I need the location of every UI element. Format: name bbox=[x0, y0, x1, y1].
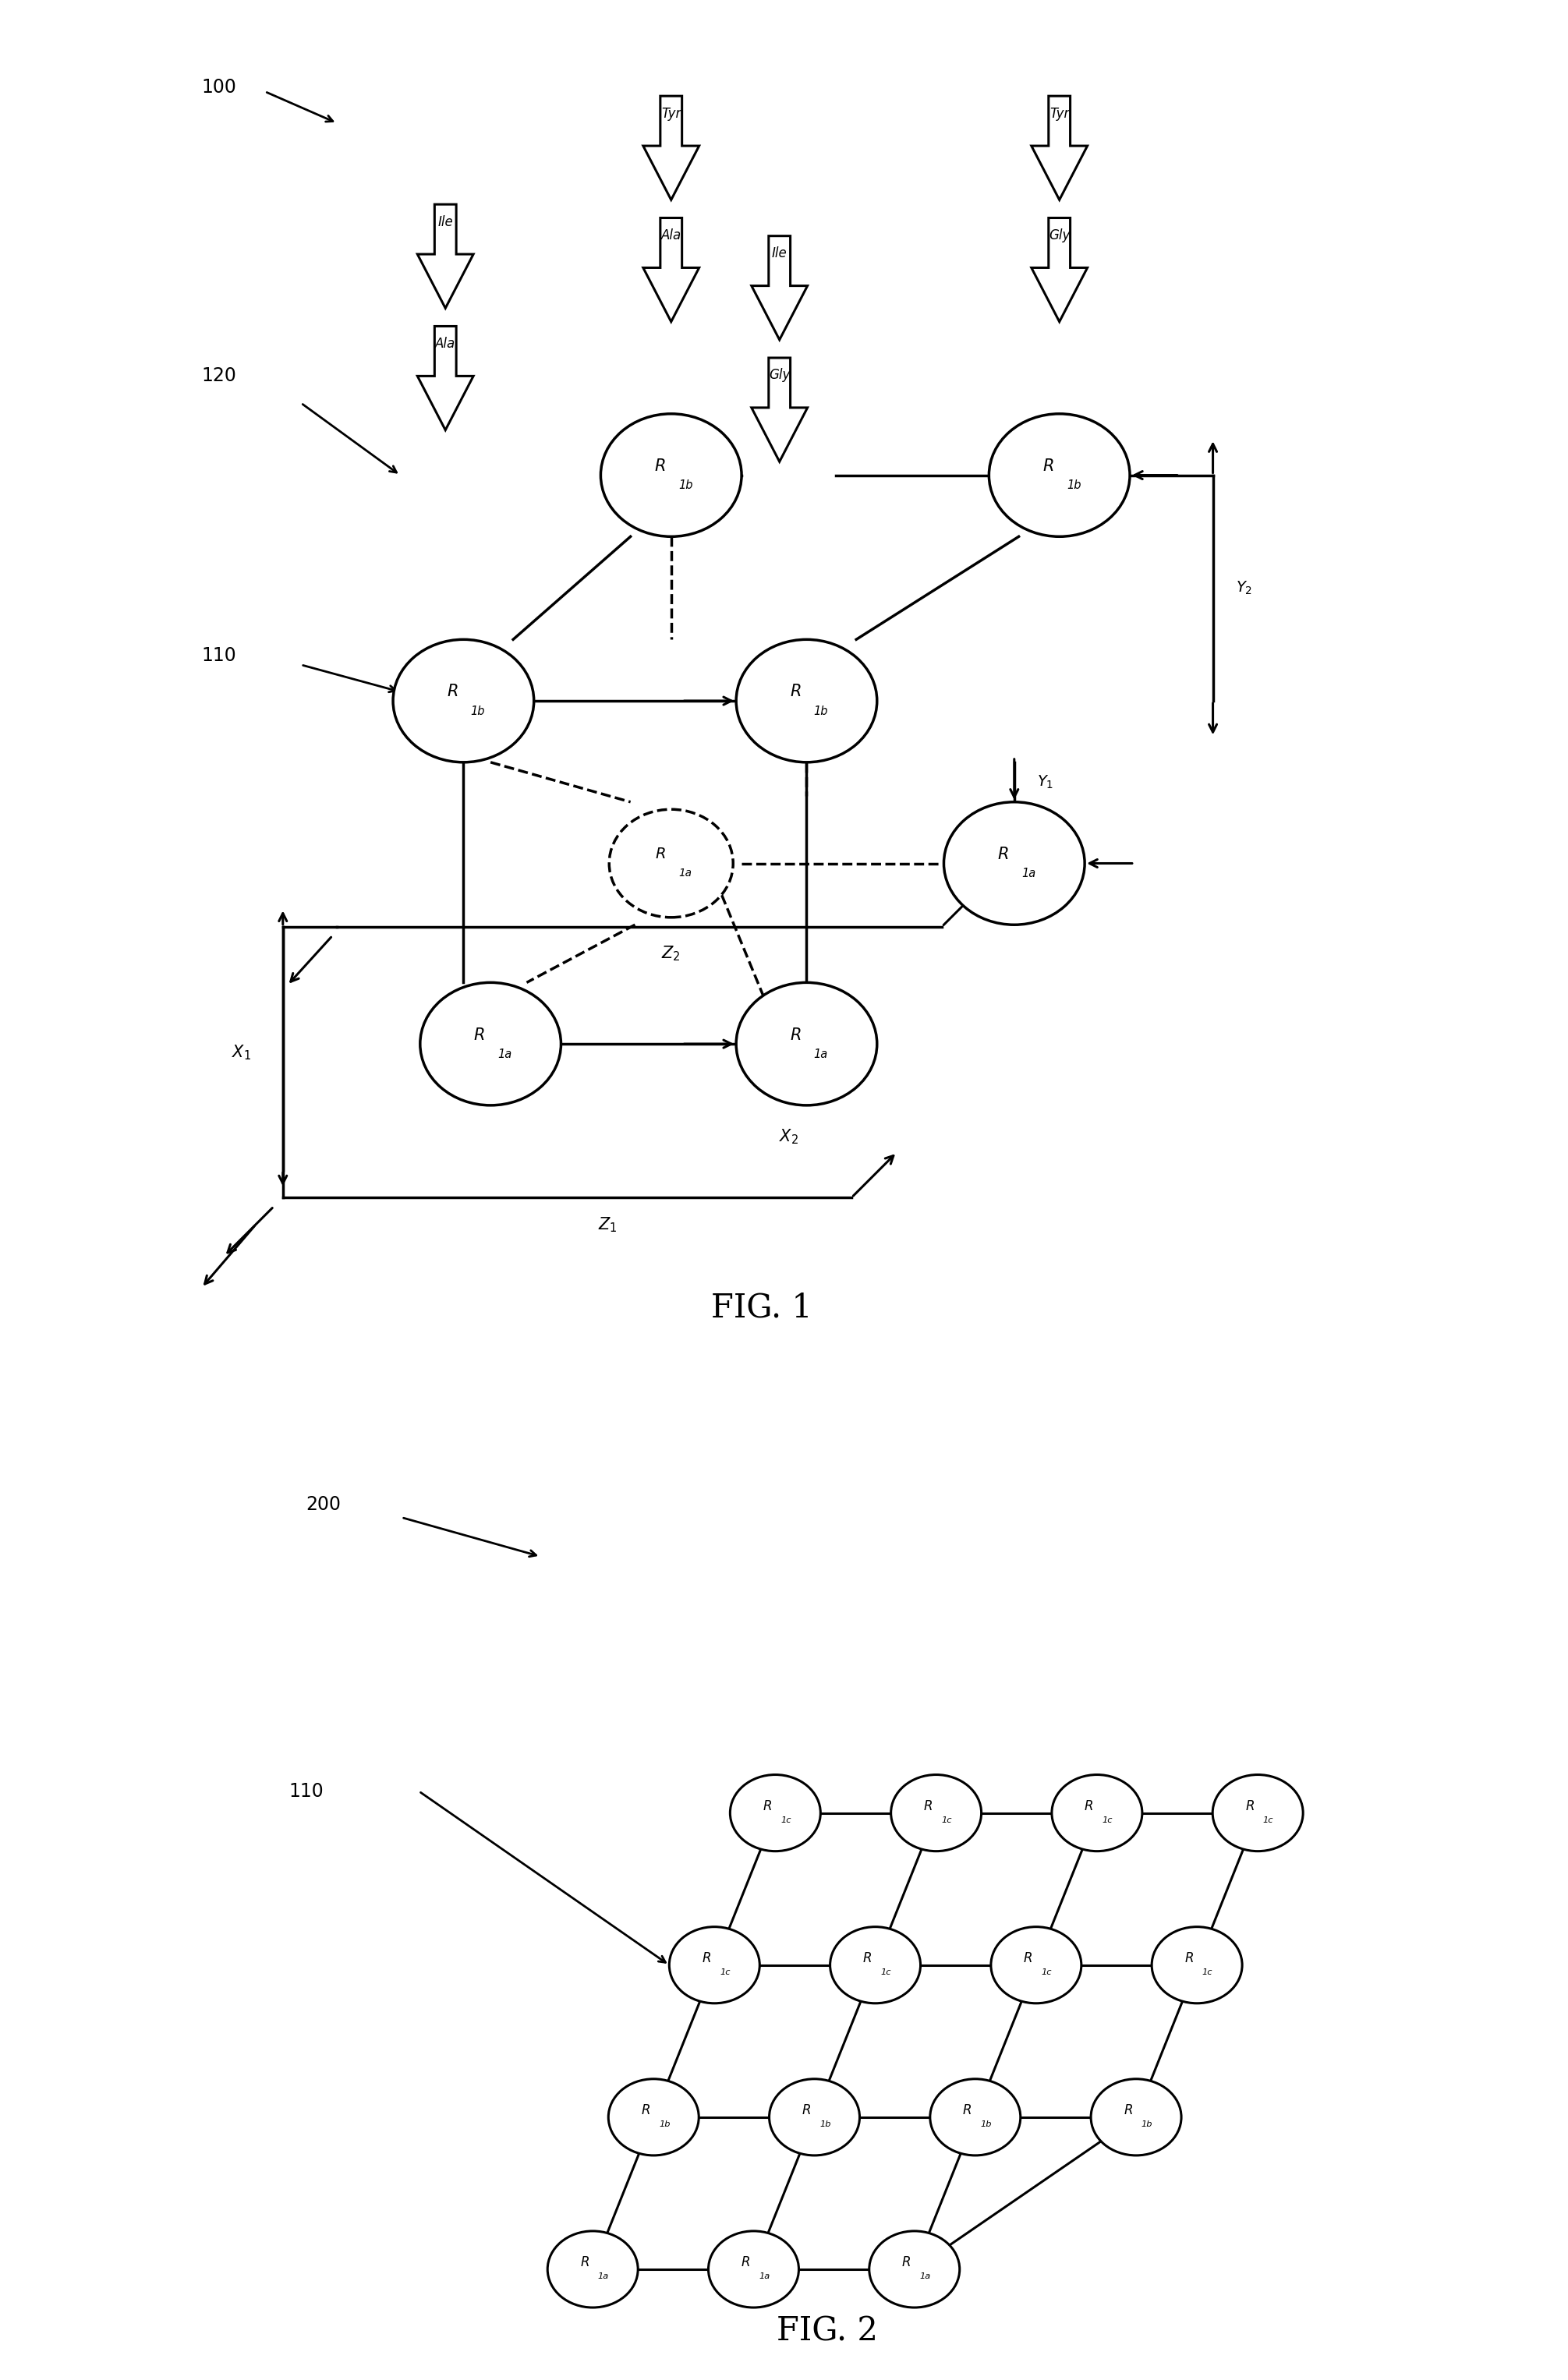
Text: $Y_1$: $Y_1$ bbox=[1036, 774, 1054, 790]
Text: 1a: 1a bbox=[759, 2273, 770, 2280]
Text: R: R bbox=[474, 1028, 485, 1042]
Text: 1b: 1b bbox=[470, 704, 485, 716]
Text: R: R bbox=[902, 2256, 911, 2271]
Text: 1b: 1b bbox=[659, 2121, 670, 2128]
Text: $X_2$: $X_2$ bbox=[779, 1128, 798, 1147]
Text: Gly: Gly bbox=[1049, 228, 1069, 243]
Polygon shape bbox=[751, 357, 808, 462]
Text: 1c: 1c bbox=[941, 1816, 952, 1823]
Text: 1c: 1c bbox=[1041, 1968, 1052, 1975]
Text: 1c: 1c bbox=[781, 1816, 790, 1823]
Ellipse shape bbox=[869, 2230, 960, 2309]
Text: 1c: 1c bbox=[1264, 1816, 1273, 1823]
Ellipse shape bbox=[989, 414, 1131, 536]
Text: 1c: 1c bbox=[881, 1968, 891, 1975]
Text: 1b: 1b bbox=[980, 2121, 993, 2128]
Text: 200: 200 bbox=[306, 1495, 340, 1514]
Text: R: R bbox=[742, 2256, 750, 2271]
Text: Gly: Gly bbox=[768, 369, 790, 383]
Ellipse shape bbox=[420, 983, 561, 1104]
Text: 1c: 1c bbox=[1102, 1816, 1113, 1823]
Text: 120: 120 bbox=[202, 367, 237, 386]
Text: R: R bbox=[1024, 1952, 1033, 1966]
Text: $Z_1$: $Z_1$ bbox=[599, 1216, 618, 1233]
Ellipse shape bbox=[944, 802, 1085, 926]
Ellipse shape bbox=[735, 983, 877, 1104]
Text: 1c: 1c bbox=[1203, 1968, 1212, 1975]
Text: 1a: 1a bbox=[679, 869, 691, 878]
Polygon shape bbox=[1032, 219, 1087, 321]
Polygon shape bbox=[643, 219, 699, 321]
Text: R: R bbox=[764, 1799, 771, 1814]
Text: 1c: 1c bbox=[720, 1968, 731, 1975]
Text: 100: 100 bbox=[202, 79, 237, 95]
Text: FIG. 1: FIG. 1 bbox=[710, 1290, 812, 1323]
Text: 1b: 1b bbox=[814, 704, 828, 716]
Polygon shape bbox=[417, 326, 474, 431]
Polygon shape bbox=[751, 236, 808, 340]
Text: $Z_2$: $Z_2$ bbox=[662, 945, 681, 964]
Text: R: R bbox=[1184, 1952, 1193, 1966]
Text: Ala: Ala bbox=[436, 336, 456, 350]
Text: R: R bbox=[1245, 1799, 1254, 1814]
Ellipse shape bbox=[731, 1775, 820, 1852]
Polygon shape bbox=[643, 95, 699, 200]
Text: Ala: Ala bbox=[660, 228, 682, 243]
Text: 1a: 1a bbox=[814, 1050, 828, 1059]
Polygon shape bbox=[1032, 95, 1087, 200]
Text: R: R bbox=[580, 2256, 590, 2271]
Text: 1a: 1a bbox=[1021, 869, 1036, 881]
Ellipse shape bbox=[770, 2078, 859, 2156]
Text: R: R bbox=[963, 2104, 972, 2118]
Ellipse shape bbox=[608, 809, 734, 916]
Ellipse shape bbox=[1052, 1775, 1142, 1852]
Text: R: R bbox=[1124, 2104, 1132, 2118]
Ellipse shape bbox=[891, 1775, 982, 1852]
Text: 1a: 1a bbox=[919, 2273, 931, 2280]
Text: R: R bbox=[1043, 459, 1054, 474]
Text: R: R bbox=[447, 683, 458, 700]
Text: Tyr: Tyr bbox=[662, 107, 681, 121]
Text: R: R bbox=[702, 1952, 710, 1966]
Ellipse shape bbox=[601, 414, 742, 536]
Text: 1b: 1b bbox=[1142, 2121, 1152, 2128]
Text: R: R bbox=[862, 1952, 872, 1966]
Ellipse shape bbox=[735, 640, 877, 762]
Text: 1b: 1b bbox=[679, 481, 693, 490]
Text: Ile: Ile bbox=[437, 214, 453, 228]
Ellipse shape bbox=[394, 640, 533, 762]
Text: $Y_2$: $Y_2$ bbox=[1236, 581, 1251, 597]
Ellipse shape bbox=[991, 1928, 1082, 2004]
Ellipse shape bbox=[930, 2078, 1021, 2156]
Text: R: R bbox=[801, 2104, 811, 2118]
Polygon shape bbox=[417, 205, 474, 307]
Ellipse shape bbox=[670, 1928, 759, 2004]
Ellipse shape bbox=[608, 2078, 699, 2156]
Text: R: R bbox=[924, 1799, 933, 1814]
Text: R: R bbox=[1085, 1799, 1093, 1814]
Ellipse shape bbox=[709, 2230, 798, 2309]
Text: Ile: Ile bbox=[771, 248, 787, 259]
Text: R: R bbox=[997, 847, 1008, 862]
Text: R: R bbox=[790, 1028, 801, 1042]
Ellipse shape bbox=[1091, 2078, 1181, 2156]
Text: R: R bbox=[790, 683, 801, 700]
Text: R: R bbox=[655, 847, 666, 862]
Ellipse shape bbox=[1212, 1775, 1303, 1852]
Text: 1b: 1b bbox=[1066, 481, 1080, 490]
Ellipse shape bbox=[829, 1928, 920, 2004]
Text: $X_1$: $X_1$ bbox=[232, 1045, 251, 1061]
Text: 110: 110 bbox=[289, 1783, 323, 1802]
Text: 110: 110 bbox=[202, 647, 237, 664]
Ellipse shape bbox=[547, 2230, 638, 2309]
Text: 1a: 1a bbox=[597, 2273, 608, 2280]
Text: 1a: 1a bbox=[497, 1050, 513, 1059]
Text: FIG. 2: FIG. 2 bbox=[776, 2316, 878, 2347]
Text: Tyr: Tyr bbox=[1049, 107, 1069, 121]
Text: R: R bbox=[654, 459, 666, 474]
Ellipse shape bbox=[1152, 1928, 1242, 2004]
Text: R: R bbox=[641, 2104, 651, 2118]
Text: 1b: 1b bbox=[820, 2121, 831, 2128]
